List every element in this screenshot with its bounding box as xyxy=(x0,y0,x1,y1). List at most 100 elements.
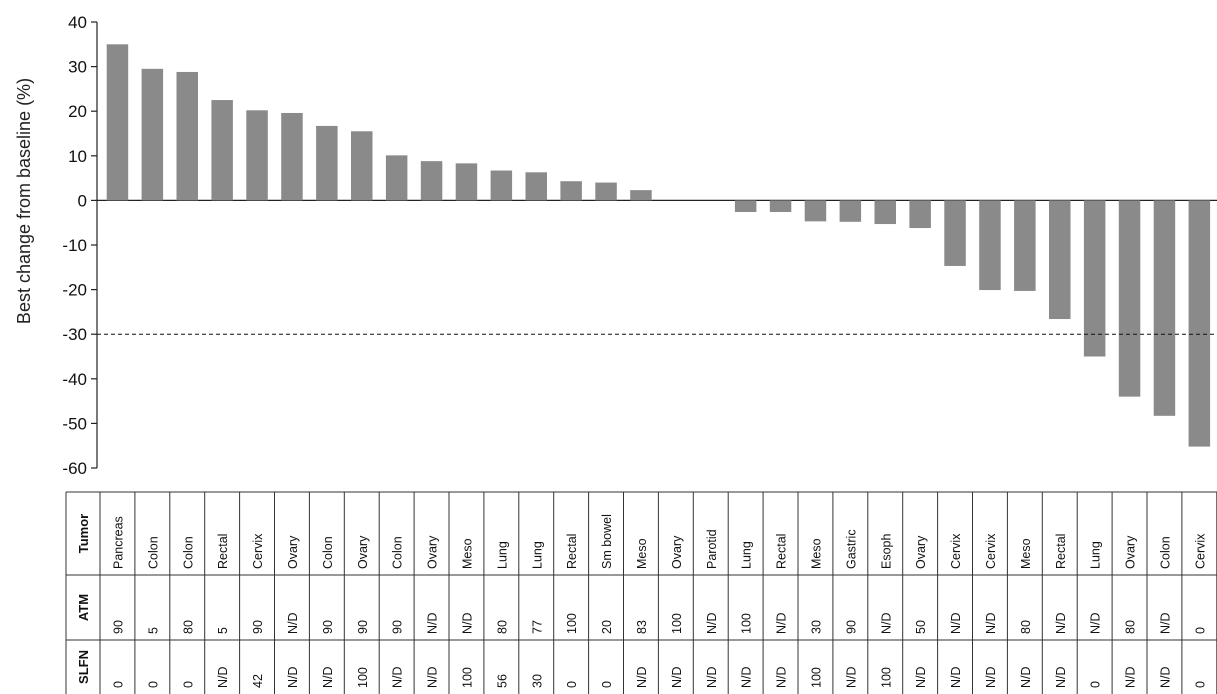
table-cell: Meso xyxy=(635,538,649,569)
table-cell: Sm bowel xyxy=(600,514,614,569)
table-cell: N/D xyxy=(1054,666,1068,688)
table-cell: Cervix xyxy=(949,533,963,569)
table-cell: 90 xyxy=(321,620,335,634)
table-cell: 5 xyxy=(216,627,230,634)
table-cell: N/D xyxy=(949,612,963,634)
bar xyxy=(1188,200,1211,447)
table-cell: Ovary xyxy=(426,535,440,569)
y-axis: 40 30 20 10 0 -10 -20 -30 -40 -50 -60 xyxy=(62,13,1217,478)
table-cell: Ovary xyxy=(914,535,928,569)
table-cell: 100 xyxy=(565,613,579,634)
table-cell: 90 xyxy=(844,620,858,634)
y-tick-label: 40 xyxy=(68,13,87,32)
table-cell: N/D xyxy=(775,612,789,634)
bar xyxy=(281,112,303,201)
table-cell: Parotid xyxy=(705,529,719,569)
table-cell: 100 xyxy=(879,667,893,688)
table-cell: Lung xyxy=(1089,541,1103,569)
table-cell: Cervix xyxy=(251,533,265,569)
table-cell: Ovary xyxy=(1124,535,1138,569)
table-cell: N/D xyxy=(949,666,963,688)
y-tick-label: -50 xyxy=(62,414,87,433)
table-cell: 100 xyxy=(670,613,684,634)
table-cell: N/D xyxy=(914,666,928,688)
bar xyxy=(351,131,373,201)
table-cell: Rectal xyxy=(216,534,230,569)
table-cell: N/D xyxy=(879,612,893,634)
bar xyxy=(630,190,652,201)
bar xyxy=(874,200,896,225)
bar xyxy=(385,155,408,201)
y-tick-label: -10 xyxy=(62,236,87,255)
table-cell: Ovary xyxy=(670,535,684,569)
table-cell: Ovary xyxy=(286,535,300,569)
bar xyxy=(455,163,478,201)
table-cell: Meso xyxy=(460,538,474,569)
table-cell: N/D xyxy=(635,666,649,688)
table-cell: N/D xyxy=(984,612,998,634)
table-cell: Colon xyxy=(181,536,195,569)
bar xyxy=(1014,200,1036,291)
bar xyxy=(909,200,931,229)
table-cell: N/D xyxy=(705,612,719,634)
table-cell: 0 xyxy=(1193,681,1207,688)
bar xyxy=(1118,200,1141,397)
table-cell: 77 xyxy=(530,620,544,634)
bar xyxy=(839,200,862,222)
y-tick-label: -20 xyxy=(62,281,87,300)
bar xyxy=(979,200,1001,291)
bar xyxy=(560,181,582,201)
table-cell: Lung xyxy=(740,541,754,569)
table-cell: 100 xyxy=(809,667,823,688)
table-cell: 50 xyxy=(914,620,928,634)
table-cell: N/D xyxy=(844,666,858,688)
table-row-header: SLFN xyxy=(76,650,91,684)
bar xyxy=(1153,200,1176,416)
bar xyxy=(420,161,443,201)
table-cell: 0 xyxy=(111,681,125,688)
table-cell: Rectal xyxy=(565,534,579,569)
table-cell: Meso xyxy=(809,538,823,569)
table-cell: N/D xyxy=(1019,666,1033,688)
table-cell: 80 xyxy=(495,620,509,634)
y-tick-label: -60 xyxy=(62,459,87,478)
table-cell: N/D xyxy=(1054,612,1068,634)
table-cell: Ovary xyxy=(356,535,370,569)
table-cell: 80 xyxy=(1124,620,1138,634)
table-cell: 80 xyxy=(181,620,195,634)
table-cell: N/D xyxy=(426,612,440,634)
table-cell: N/D xyxy=(984,666,998,688)
table-cell: 80 xyxy=(1019,620,1033,634)
table-cell: Rectal xyxy=(775,534,789,569)
bar xyxy=(141,68,164,201)
table-cell: 100 xyxy=(356,667,370,688)
table-cell: Cervix xyxy=(984,533,998,569)
bar xyxy=(176,71,198,201)
table-cell: 42 xyxy=(251,674,265,688)
table-cell: 0 xyxy=(1089,681,1103,688)
table-cell: 0 xyxy=(181,681,195,688)
table-cell: 30 xyxy=(530,674,544,688)
bar xyxy=(106,44,129,201)
bar xyxy=(1049,200,1071,320)
table-cell: 90 xyxy=(356,620,370,634)
table-cell: 20 xyxy=(600,620,614,634)
table-cell: N/D xyxy=(460,612,474,634)
y-tick-label: 10 xyxy=(68,147,87,166)
table-cell: N/D xyxy=(1158,666,1172,688)
y-tick-label: -30 xyxy=(62,325,87,344)
bar xyxy=(734,200,757,212)
table-cell: 83 xyxy=(635,620,649,634)
table-cell: 0 xyxy=(565,681,579,688)
table-cell: Colon xyxy=(321,536,335,569)
table-cell: Meso xyxy=(1019,538,1033,569)
table-cell: Colon xyxy=(146,536,160,569)
table-cell: N/D xyxy=(1158,612,1172,634)
bar xyxy=(595,182,617,201)
table-cell: Esoph xyxy=(879,534,893,569)
table-cell: N/D xyxy=(740,666,754,688)
table-cell: 0 xyxy=(146,681,160,688)
bar xyxy=(490,170,513,201)
table-cell: 56 xyxy=(495,674,509,688)
y-tick-label: 30 xyxy=(68,58,87,77)
